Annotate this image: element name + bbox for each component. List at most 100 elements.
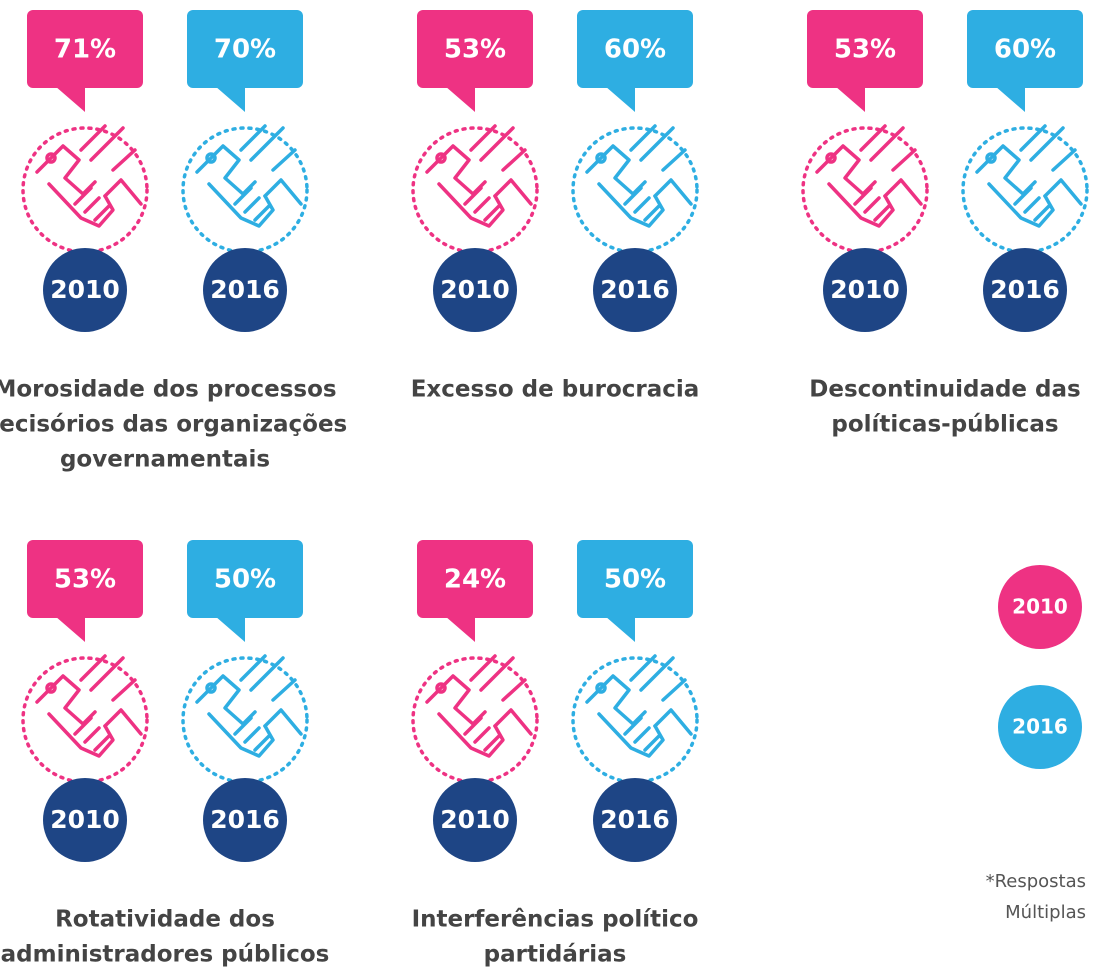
year: 2016 xyxy=(990,275,1060,304)
legend-swatch xyxy=(998,565,1082,649)
year: 2010 xyxy=(50,275,120,304)
item-label: Interferências político xyxy=(412,907,699,933)
bubble-tail xyxy=(835,86,865,112)
bubble-tail xyxy=(995,86,1025,112)
percent: 60% xyxy=(994,35,1056,65)
bubble-tail xyxy=(215,616,245,642)
percent: 53% xyxy=(54,565,116,595)
percent: 60% xyxy=(604,35,666,65)
legend-swatch xyxy=(998,685,1082,769)
hand xyxy=(239,124,303,206)
item-label: partidárias xyxy=(484,942,627,968)
percent: 53% xyxy=(444,35,506,65)
handshake-icon xyxy=(21,654,149,784)
handshake-icon xyxy=(571,124,699,254)
percent: 70% xyxy=(214,35,276,65)
year-circle xyxy=(433,778,517,862)
handshake-icon xyxy=(801,124,929,254)
hand xyxy=(35,674,115,758)
handshake-icon xyxy=(961,124,1089,254)
year-circle xyxy=(823,248,907,332)
year: 2010 xyxy=(440,275,510,304)
handshake-icon xyxy=(181,124,309,254)
item-label: decisórios das organizações xyxy=(0,412,347,438)
hand xyxy=(469,654,533,736)
item-label: políticas-públicas xyxy=(831,412,1058,438)
year-circle xyxy=(593,778,677,862)
percent-bubble xyxy=(187,10,303,88)
hand xyxy=(425,144,505,228)
footnote: *Respostas xyxy=(986,871,1086,892)
hand-dot xyxy=(435,682,447,694)
hand-dot xyxy=(435,152,447,164)
bubble-tail xyxy=(215,86,245,112)
hand-dot xyxy=(45,152,57,164)
hand-dot xyxy=(595,152,607,164)
hand xyxy=(35,144,115,228)
handshake-icon xyxy=(571,654,699,784)
hand xyxy=(79,654,143,736)
hand-dot xyxy=(825,152,837,164)
handshake-icon xyxy=(21,124,149,254)
percent-bubble xyxy=(807,10,923,88)
bubble-tail xyxy=(445,86,475,112)
hand-dot xyxy=(985,152,997,164)
year: 2010 xyxy=(830,275,900,304)
year-circle xyxy=(433,248,517,332)
hand xyxy=(239,654,303,736)
hand xyxy=(975,144,1055,228)
percent-bubble xyxy=(187,540,303,618)
item-label: Morosidade dos processos xyxy=(0,377,337,403)
hand xyxy=(815,144,895,228)
hand xyxy=(585,674,665,758)
hand xyxy=(425,674,505,758)
year: 2016 xyxy=(600,805,670,834)
hand xyxy=(195,144,275,228)
year: 2010 xyxy=(440,805,510,834)
hand xyxy=(859,124,923,206)
year-circle xyxy=(203,248,287,332)
hand-dot xyxy=(45,682,57,694)
bubble-tail xyxy=(605,86,635,112)
hand xyxy=(629,124,693,206)
hand xyxy=(585,144,665,228)
bubble-tail xyxy=(605,616,635,642)
footnote: Múltiplas xyxy=(1005,902,1086,923)
bubble-tail xyxy=(55,86,85,112)
year: 2016 xyxy=(600,275,670,304)
handshake-icon xyxy=(411,654,539,784)
hand xyxy=(1019,124,1083,206)
bubble-tail xyxy=(445,616,475,642)
hand-dot xyxy=(595,682,607,694)
legend-label: 2010 xyxy=(1012,595,1068,619)
hand xyxy=(469,124,533,206)
item-label: Descontinuidade das xyxy=(809,377,1080,403)
percent-bubble xyxy=(417,10,533,88)
handshake-icon xyxy=(181,654,309,784)
percent-bubble xyxy=(27,10,143,88)
year: 2016 xyxy=(210,805,280,834)
year-circle xyxy=(203,778,287,862)
percent: 50% xyxy=(604,565,666,595)
hand-dot xyxy=(205,682,217,694)
percent-bubble xyxy=(577,540,693,618)
hand xyxy=(195,674,275,758)
percent-bubble xyxy=(417,540,533,618)
percent: 71% xyxy=(54,35,116,65)
percent: 53% xyxy=(834,35,896,65)
year-circle xyxy=(983,248,1067,332)
percent-bubble xyxy=(577,10,693,88)
year: 2016 xyxy=(210,275,280,304)
percent: 50% xyxy=(214,565,276,595)
hand-dot xyxy=(205,152,217,164)
item-label: Rotatividade dos xyxy=(55,907,275,933)
item-label: governamentais xyxy=(60,447,270,473)
bubble-tail xyxy=(55,616,85,642)
percent-bubble xyxy=(27,540,143,618)
year-circle xyxy=(593,248,677,332)
handshake-icon xyxy=(411,124,539,254)
percent: 24% xyxy=(444,565,506,595)
year-circle xyxy=(43,778,127,862)
percent-bubble xyxy=(967,10,1083,88)
